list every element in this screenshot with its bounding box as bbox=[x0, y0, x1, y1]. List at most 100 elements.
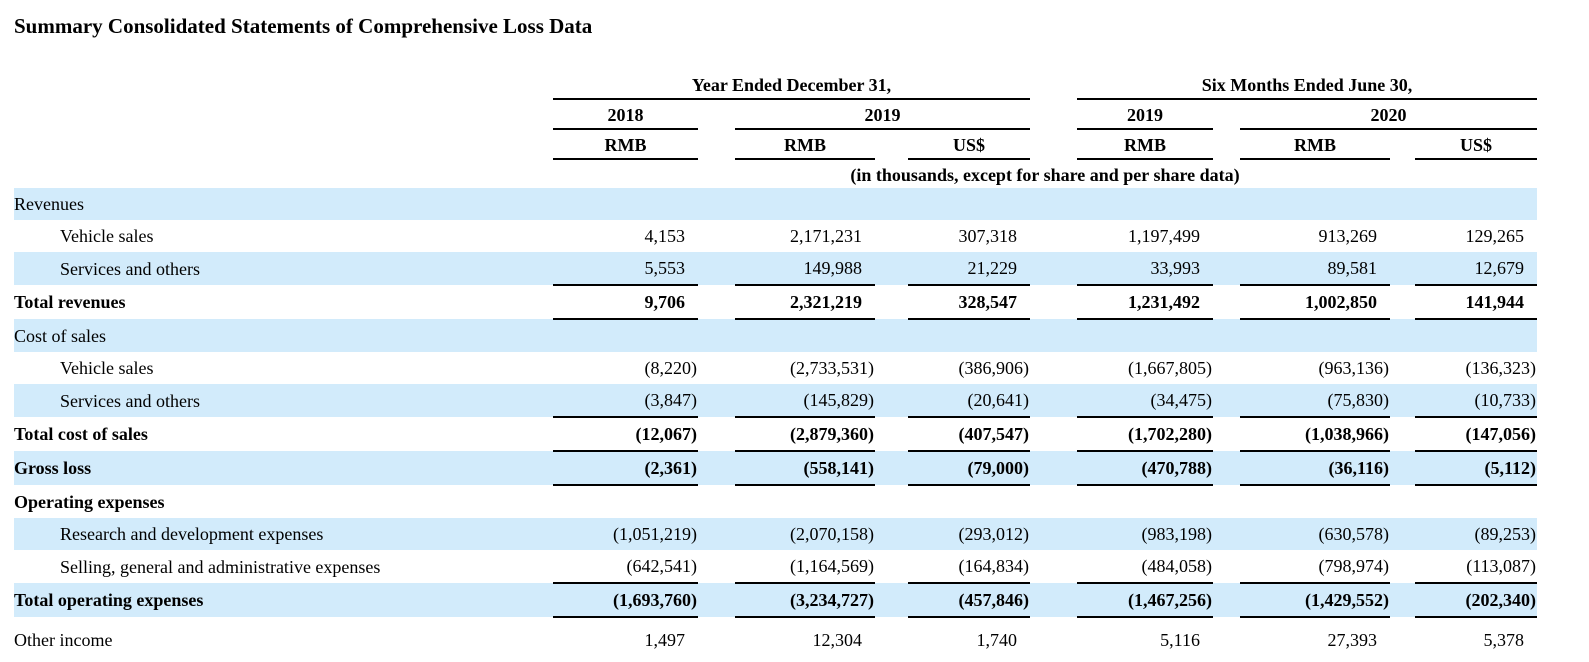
cell-value: (34,475) bbox=[1077, 384, 1214, 418]
column-gap bbox=[1390, 252, 1415, 285]
table-row: Gross loss (2,361) (558,141) (79,000) (470,7… bbox=[14, 451, 1538, 486]
column-gap bbox=[875, 485, 908, 518]
column-gap bbox=[875, 319, 908, 352]
cell-value: (75,830) bbox=[1240, 384, 1391, 418]
cell-value bbox=[553, 319, 698, 352]
table-row: Cost of sales bbox=[14, 319, 1538, 352]
cell-value: (983,198) bbox=[1141, 524, 1213, 544]
units-note: (in thousands, except for share and per … bbox=[850, 165, 1240, 185]
column-gap bbox=[1030, 72, 1077, 99]
column-gap bbox=[875, 417, 908, 451]
cell-value: (10,733) bbox=[1415, 384, 1538, 418]
column-gap bbox=[1213, 188, 1240, 220]
column-group-year-ended-dec31: Year Ended December 31, bbox=[553, 72, 1031, 100]
cell-value: (1,693,760) bbox=[553, 583, 698, 618]
column-gap bbox=[1030, 252, 1077, 285]
cell-value bbox=[1077, 319, 1213, 352]
table-row: Total cost of sales (12,067) (2,879,360) (4… bbox=[14, 417, 1538, 452]
table-row: Vehicle sales 4,153 2,171,231 307,318 1,197,… bbox=[14, 220, 1537, 252]
currency-header: RMB bbox=[553, 129, 698, 160]
column-group-six-months-jun30: Six Months Ended June 30, bbox=[1077, 72, 1538, 100]
cell-value bbox=[1240, 319, 1390, 352]
cell-value: 129,265 bbox=[1465, 226, 1525, 246]
cell-value bbox=[735, 188, 875, 220]
column-gap bbox=[1390, 352, 1415, 384]
cell-value: 1,740 bbox=[976, 630, 1018, 650]
cell-value bbox=[553, 485, 698, 518]
year-header-row: 2018 2019 2019 2020 bbox=[14, 99, 1538, 130]
cell-value: 27,393 bbox=[1327, 630, 1378, 650]
column-gap bbox=[875, 384, 908, 417]
cell-value: (2,733,531) bbox=[790, 358, 874, 378]
table-row: Total operating expenses (1,693,760) (3,23… bbox=[14, 583, 1538, 618]
table-row: Research and development expenses (1,051,… bbox=[14, 518, 1538, 550]
column-gap bbox=[698, 617, 735, 662]
column-gap bbox=[1390, 617, 1415, 662]
cell-value: 2,171,231 bbox=[790, 226, 862, 246]
cell-value: (1,038,966) bbox=[1240, 417, 1391, 452]
cell-value: (1,429,552) bbox=[1240, 583, 1391, 618]
column-gap bbox=[1213, 220, 1240, 252]
currency-header: US$ bbox=[1415, 129, 1538, 160]
column-gap bbox=[1390, 285, 1415, 319]
column-gap bbox=[1390, 583, 1415, 617]
column-gap bbox=[1390, 550, 1415, 583]
cell-value bbox=[1415, 485, 1537, 518]
cell-value: 328,547 bbox=[908, 285, 1031, 320]
column-gap bbox=[1213, 417, 1240, 451]
row-label: Revenues bbox=[14, 194, 84, 214]
cell-value: (2,361) bbox=[553, 451, 698, 486]
column-gap bbox=[875, 451, 908, 485]
table-row: Selling, general and administrative expe… bbox=[14, 550, 1538, 584]
column-gap bbox=[698, 252, 735, 285]
cell-value: (1,667,805) bbox=[1128, 358, 1213, 378]
year-2018: 2018 bbox=[553, 99, 698, 130]
column-gap bbox=[1030, 451, 1077, 485]
table-row: Services and others (3,847) (145,829) (20,6… bbox=[14, 384, 1538, 418]
column-gap bbox=[875, 518, 908, 550]
table-body: Revenues Vehicle sales 4,153 2,171,231 307,3… bbox=[14, 188, 1538, 662]
row-label: Other income bbox=[14, 629, 113, 650]
column-gap bbox=[1030, 617, 1077, 662]
cell-value bbox=[908, 188, 1030, 220]
cell-value: (3,847) bbox=[553, 384, 698, 418]
cell-value: (164,834) bbox=[908, 550, 1031, 584]
page-title: Summary Consolidated Statements of Compr… bbox=[14, 14, 593, 38]
column-gap bbox=[1390, 384, 1415, 417]
cell-value: 12,304 bbox=[812, 630, 863, 650]
cell-value: (12,067) bbox=[553, 417, 698, 452]
column-gap bbox=[875, 285, 908, 319]
column-gap bbox=[698, 518, 735, 550]
column-gap bbox=[698, 129, 735, 159]
cell-value: 5,553 bbox=[553, 252, 698, 286]
column-gap bbox=[875, 220, 908, 252]
cell-value: (407,547) bbox=[908, 417, 1031, 452]
column-gap bbox=[875, 129, 908, 159]
column-gap bbox=[698, 285, 735, 319]
cell-value: (145,829) bbox=[735, 384, 875, 418]
cell-value: 2,321,219 bbox=[735, 285, 875, 320]
cell-value bbox=[735, 485, 875, 518]
row-label: Gross loss bbox=[14, 458, 92, 478]
cell-value: (1,164,569) bbox=[735, 550, 875, 584]
cell-value: 1,497 bbox=[644, 630, 686, 650]
column-gap bbox=[1213, 451, 1240, 485]
cell-value bbox=[1077, 188, 1213, 220]
column-gap bbox=[698, 352, 735, 384]
row-label: Cost of sales bbox=[14, 325, 106, 346]
cell-value: (1,467,256) bbox=[1077, 583, 1214, 618]
column-gap bbox=[875, 188, 908, 220]
cell-value: (8,220) bbox=[644, 358, 698, 378]
cell-value: (5,112) bbox=[1415, 451, 1538, 486]
column-gap bbox=[875, 352, 908, 384]
cell-value: (36,116) bbox=[1240, 451, 1391, 486]
cell-value: (1,051,219) bbox=[613, 524, 697, 544]
cell-value bbox=[908, 485, 1030, 518]
cell-value: 141,944 bbox=[1415, 285, 1538, 320]
cell-value: (2,879,360) bbox=[735, 417, 875, 452]
group-header-row: Year Ended December 31, Six Months Ended… bbox=[14, 72, 1538, 100]
cell-value: 5,378 bbox=[1483, 630, 1525, 650]
column-gap bbox=[1030, 485, 1077, 518]
column-gap bbox=[1030, 220, 1077, 252]
